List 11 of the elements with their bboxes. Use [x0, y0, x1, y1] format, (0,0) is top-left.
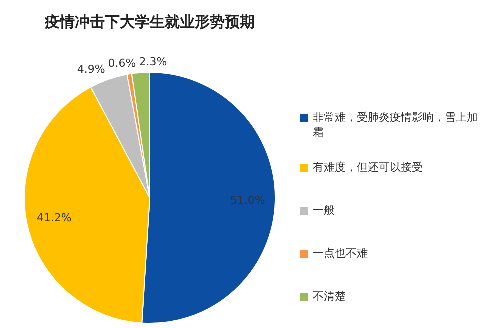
- legend-label: 不清楚: [313, 289, 346, 304]
- data-label: 2.3%: [139, 56, 168, 69]
- data-label: 41.2%: [36, 212, 72, 225]
- data-label: 51.0%: [230, 194, 266, 207]
- data-label: 0.6%: [108, 57, 136, 70]
- legend-label: 一般: [313, 203, 335, 218]
- data-label: 4.9%: [77, 62, 106, 76]
- legend-label: 有难度，但还可以接受: [313, 160, 423, 175]
- legend-label: 非常难，受肺炎疫情影响，雪上加霜: [313, 110, 478, 140]
- chart-title: 疫情冲击下大学生就业形势预期: [44, 12, 255, 31]
- legend-label: 一点也不难: [313, 246, 368, 261]
